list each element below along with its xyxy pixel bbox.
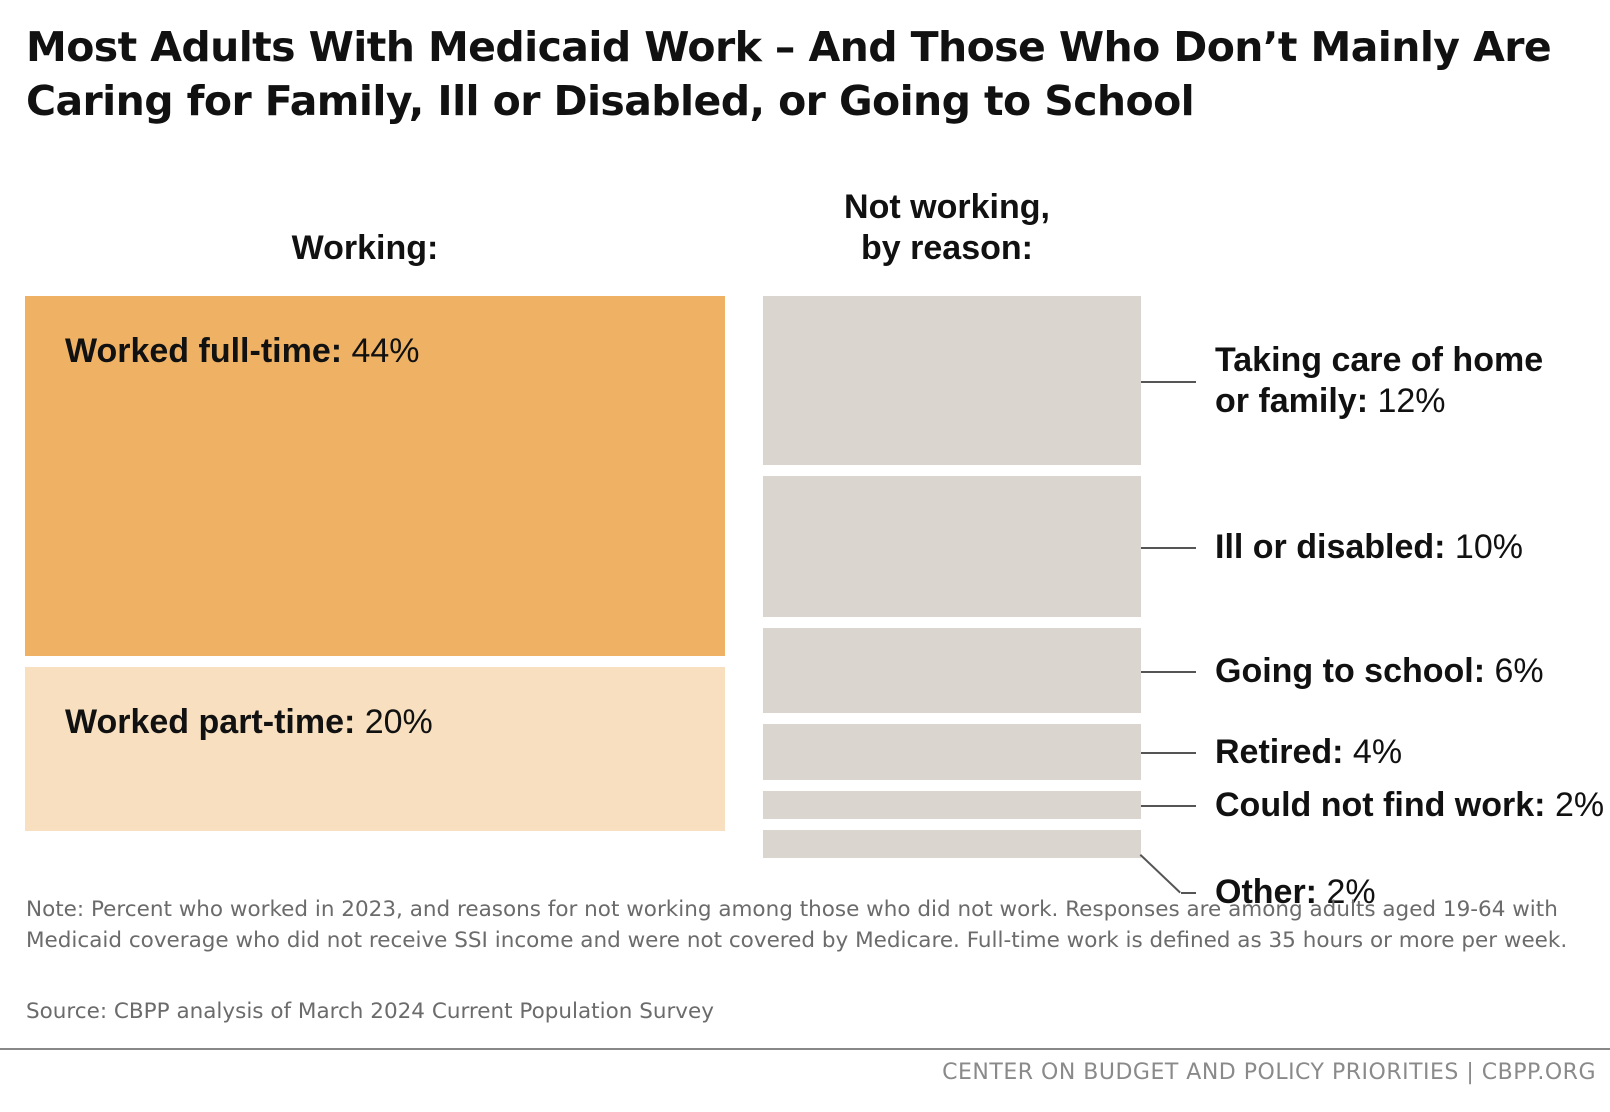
label-line: or family: 12% xyxy=(1215,381,1543,422)
label-name: Taking care of home xyxy=(1215,341,1544,379)
bar-label-name: Worked full-time: xyxy=(65,332,343,370)
leader-line-retired xyxy=(1141,752,1196,754)
bar-label-worked-part-time: Worked part-time: 20% xyxy=(65,702,433,742)
chart-title: Most Adults With Medicaid Work – And Tho… xyxy=(26,23,1552,125)
label-ill-disabled: Ill or disabled: 10% xyxy=(1215,527,1523,568)
chart-note: Note: Percent who worked in 2023, and re… xyxy=(26,897,1568,953)
working-column-heading: Working: xyxy=(200,228,530,269)
leader-line-home-family xyxy=(1141,381,1196,383)
leader-line-other xyxy=(1139,854,1181,894)
bar-worked-full-time: Worked full-time: 44% xyxy=(25,296,725,656)
bar-worked-part-time: Worked part-time: 20% xyxy=(25,667,725,831)
label-name: Going to school: xyxy=(1215,652,1486,690)
bar-label-worked-full-time: Worked full-time: 44% xyxy=(65,331,420,371)
bar-not-working-no-work xyxy=(763,791,1141,819)
not-working-column-heading: Not working, by reason: xyxy=(782,187,1112,269)
label-value: 6% xyxy=(1485,652,1544,690)
leader-line-ill-disabled xyxy=(1141,547,1196,549)
leader-line-other-tail xyxy=(1181,892,1196,894)
label-school: Going to school: 6% xyxy=(1215,651,1544,692)
label-line: Ill or disabled: 10% xyxy=(1215,527,1523,568)
label-value: 2% xyxy=(1317,873,1376,911)
bar-label-value: 44% xyxy=(342,332,420,370)
label-value: 12% xyxy=(1368,382,1446,420)
label-name: Ill or disabled: xyxy=(1215,528,1446,566)
bar-label-value: 20% xyxy=(355,703,433,741)
label-line: Other: 2% xyxy=(1215,872,1376,913)
bar-not-working-ill-disabled xyxy=(763,476,1141,617)
bar-not-working-other xyxy=(763,830,1141,858)
label-value: 2% xyxy=(1545,786,1605,824)
label-value: 4% xyxy=(1343,733,1403,771)
label-name: Could not find work: xyxy=(1215,786,1546,824)
leader-line-no-work xyxy=(1141,805,1196,807)
label-name: Other: xyxy=(1215,873,1317,911)
label-line: Retired: 4% xyxy=(1215,732,1402,773)
chart-source: Source: CBPP analysis of March 2024 Curr… xyxy=(26,999,714,1024)
not-working-heading-line-1: Not working, xyxy=(844,188,1050,226)
footer-credit: CENTER ON BUDGET AND POLICY PRIORITIES |… xyxy=(942,1060,1596,1085)
footer-divider xyxy=(0,1048,1610,1050)
label-value: 10% xyxy=(1445,528,1523,566)
not-working-heading-line-2: by reason: xyxy=(861,229,1033,267)
working-heading-line: Working: xyxy=(291,229,439,267)
label-no-work: Could not find work: 2% xyxy=(1215,785,1604,826)
bar-not-working-retired xyxy=(763,724,1141,780)
bar-not-working-home-family xyxy=(763,296,1141,465)
bar-not-working-school xyxy=(763,628,1141,713)
label-name: or family: xyxy=(1215,382,1369,420)
bar-label-name: Worked part-time: xyxy=(65,703,356,741)
label-line: Could not find work: 2% xyxy=(1215,785,1604,826)
label-name: Retired: xyxy=(1215,733,1344,771)
label-other: Other: 2% xyxy=(1215,872,1376,913)
label-retired: Retired: 4% xyxy=(1215,732,1402,773)
leader-line-school xyxy=(1141,671,1196,673)
label-home-family: Taking care of home or family: 12% xyxy=(1215,340,1543,422)
label-line: Going to school: 6% xyxy=(1215,651,1544,692)
label-line: Taking care of home xyxy=(1215,340,1543,381)
